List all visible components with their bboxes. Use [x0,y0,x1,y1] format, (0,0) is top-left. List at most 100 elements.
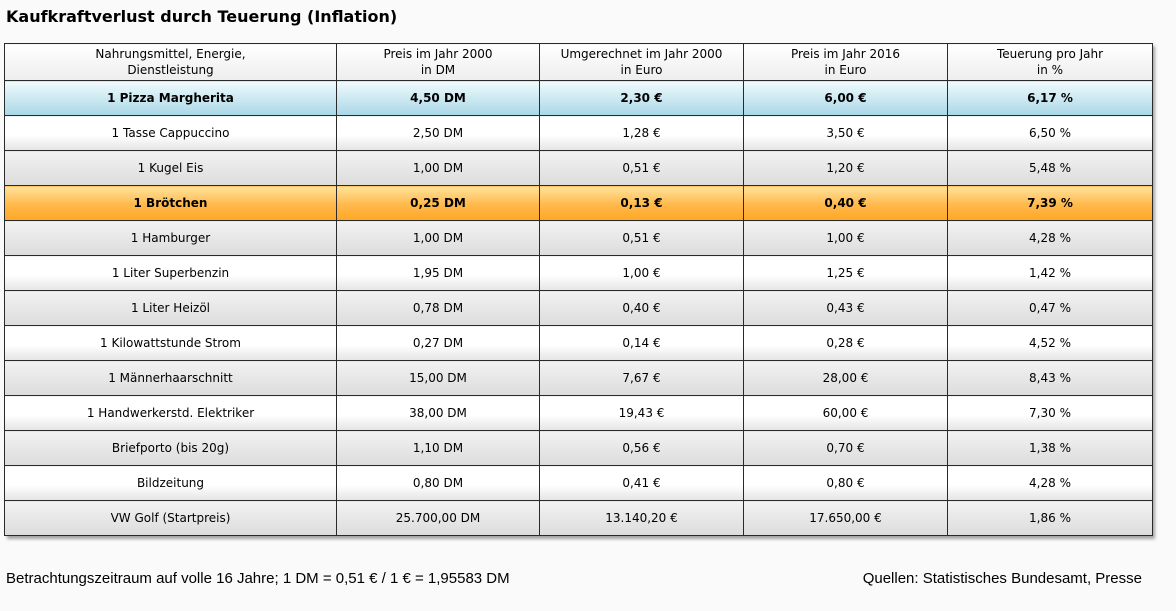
item-name-cell: 1 Pizza Margherita [4,80,337,116]
item-name-cell: 1 Brötchen [4,185,337,221]
price-2000-dm-cell: 2,50 DM [336,115,540,151]
item-name-cell: 1 Kugel Eis [4,150,337,186]
item-name-cell: Bildzeitung [4,465,337,501]
price-2000-dm-cell: 0,78 DM [336,290,540,326]
price-2000-euro-cell: 1,28 € [539,115,744,151]
period-note: Betrachtungszeitraum auf volle 16 Jahre;… [6,570,510,587]
price-2000-dm-cell: 1,95 DM [336,255,540,291]
price-2016-euro-cell: 28,00 € [743,360,948,396]
column-header: Teuerung pro Jahr in % [947,43,1153,81]
inflation-rate-cell: 6,17 % [947,80,1153,116]
price-2016-euro-cell: 1,00 € [743,220,948,256]
table-row: 1 Liter Heizöl 0,78 DM 0,40 €0,43 €0,47 % [4,290,1153,326]
price-2000-dm-cell: 0,25 DM [336,185,540,221]
price-2000-dm-cell: 38,00 DM [336,395,540,431]
price-2000-dm-cell: 1,10 DM [336,430,540,466]
price-2016-euro-cell: 1,20 € [743,150,948,186]
column-header-unit: in Euro [824,63,867,77]
table-row: Bildzeitung 0,80 DM 0,41 €0,80 €4,28 % [4,465,1153,501]
price-2000-euro-cell: 0,14 € [539,325,744,361]
price-2000-dm-cell: 0,80 DM [336,465,540,501]
column-header: Preis im Jahr 2016 in Euro [743,43,948,81]
inflation-rate-cell: 1,38 % [947,430,1153,466]
price-2016-euro-cell: 0,70 € [743,430,948,466]
price-2000-euro-cell: 0,51 € [539,220,744,256]
item-name-cell: 1 Liter Heizöl [4,290,337,326]
price-2000-dm-cell: 25.700,00 DM [336,500,540,536]
column-header-unit: in Euro [620,63,663,77]
inflation-rate-cell: 7,39 % [947,185,1153,221]
item-name-cell: 1 Liter Superbenzin [4,255,337,291]
inflation-rate-cell: 4,28 % [947,220,1153,256]
column-header-line: Preis im Jahr 2016 [790,47,901,61]
price-2016-euro-cell: 1,25 € [743,255,948,291]
column-header-unit: in % [1036,63,1064,77]
inflation-rate-cell: 0,47 % [947,290,1153,326]
price-2000-euro-cell: 0,40 € [539,290,744,326]
inflation-rate-cell: 8,43 % [947,360,1153,396]
price-2016-euro-cell: 0,28 € [743,325,948,361]
table-row: 1 Kugel Eis 1,00 DM 0,51 €1,20 €5,48 % [4,150,1153,186]
inflation-rate-cell: 7,30 % [947,395,1153,431]
column-header: Umgerechnet im Jahr 2000 in Euro [539,43,744,81]
price-2016-euro-cell: 60,00 € [743,395,948,431]
price-2000-euro-cell: 1,00 € [539,255,744,291]
sources-note: Quellen: Statistisches Bundesamt, Presse [862,570,1142,587]
column-header-line: Preis im Jahr 2000 [383,47,493,61]
item-name-cell: 1 Tasse Cappuccino [4,115,337,151]
table-row: 1 Kilowattstunde Strom 0,27 DM 0,14 €0,28 … [4,325,1153,361]
inflation-table-container: Nahrungsmittel, Energie, Dienstleistung Pr… [4,43,1153,536]
price-2000-euro-cell: 0,41 € [539,465,744,501]
table-header: Nahrungsmittel, Energie, Dienstleistung Pr… [4,43,1153,81]
table-row: 1 Handwerkerstd. Elektriker 38,00 DM 19,43… [4,395,1153,431]
column-header: Preis im Jahr 2000 in DM [336,43,540,81]
inflation-rate-cell: 6,50 % [947,115,1153,151]
inflation-rate-cell: 5,48 % [947,150,1153,186]
item-name-cell: 1 Männerhaarschnitt [4,360,337,396]
price-2016-euro-cell: 0,40 € [743,185,948,221]
item-name-cell: 1 Hamburger [4,220,337,256]
table-row: 1 Liter Superbenzin 1,95 DM 1,00 €1,25 €1,… [4,255,1153,291]
price-2000-euro-cell: 19,43 € [539,395,744,431]
table-body: 1 Pizza Margherita 4,50 DM 2,30 €6,00 €6,1… [4,80,1153,536]
item-name-cell: 1 Handwerkerstd. Elektriker [4,395,337,431]
price-2016-euro-cell: 17.650,00 € [743,500,948,536]
page-title: Kaufkraftverlust durch Teuerung (Inflati… [6,7,398,26]
item-name-cell: Briefporto (bis 20g) [4,430,337,466]
price-2016-euro-cell: 6,00 € [743,80,948,116]
price-2000-dm-cell: 0,27 DM [336,325,540,361]
price-2000-dm-cell: 1,00 DM [336,150,540,186]
table-row: 1 Männerhaarschnitt 15,00 DM 7,67 €28,00 €… [4,360,1153,396]
table-row: 1 Hamburger 1,00 DM 0,51 €1,00 €4,28 % [4,220,1153,256]
inflation-table: Nahrungsmittel, Energie, Dienstleistung Pr… [4,43,1153,536]
header-row: Nahrungsmittel, Energie, Dienstleistung Pr… [4,43,1153,81]
table-row: 1 Pizza Margherita 4,50 DM 2,30 €6,00 €6,1… [4,80,1153,116]
price-2000-euro-cell: 0,56 € [539,430,744,466]
column-header-line: Umgerechnet im Jahr 2000 [560,47,723,61]
inflation-rate-cell: 4,28 % [947,465,1153,501]
item-name-cell: VW Golf (Startpreis) [4,500,337,536]
inflation-rate-cell: 4,52 % [947,325,1153,361]
price-2000-euro-cell: 13.140,20 € [539,500,744,536]
item-name-cell: 1 Kilowattstunde Strom [4,325,337,361]
column-header-unit: Dienstleistung [127,63,214,77]
inflation-rate-cell: 1,86 % [947,500,1153,536]
price-2000-euro-cell: 0,13 € [539,185,744,221]
column-header-line: Teuerung pro Jahr [996,47,1104,61]
price-2016-euro-cell: 0,43 € [743,290,948,326]
column-header-unit: in DM [420,63,456,77]
price-2000-euro-cell: 7,67 € [539,360,744,396]
price-2016-euro-cell: 3,50 € [743,115,948,151]
price-2000-dm-cell: 15,00 DM [336,360,540,396]
column-header: Nahrungsmittel, Energie, Dienstleistung [4,43,337,81]
price-2000-euro-cell: 0,51 € [539,150,744,186]
price-2000-euro-cell: 2,30 € [539,80,744,116]
price-2000-dm-cell: 4,50 DM [336,80,540,116]
price-2000-dm-cell: 1,00 DM [336,220,540,256]
table-row: VW Golf (Startpreis) 25.700,00 DM 13.140,2… [4,500,1153,536]
table-row: 1 Brötchen 0,25 DM 0,13 €0,40 €7,39 % [4,185,1153,221]
price-2016-euro-cell: 0,80 € [743,465,948,501]
table-row: Briefporto (bis 20g) 1,10 DM 0,56 €0,70 €1… [4,430,1153,466]
inflation-rate-cell: 1,42 % [947,255,1153,291]
column-header-line: Nahrungsmittel, Energie, [95,47,246,61]
